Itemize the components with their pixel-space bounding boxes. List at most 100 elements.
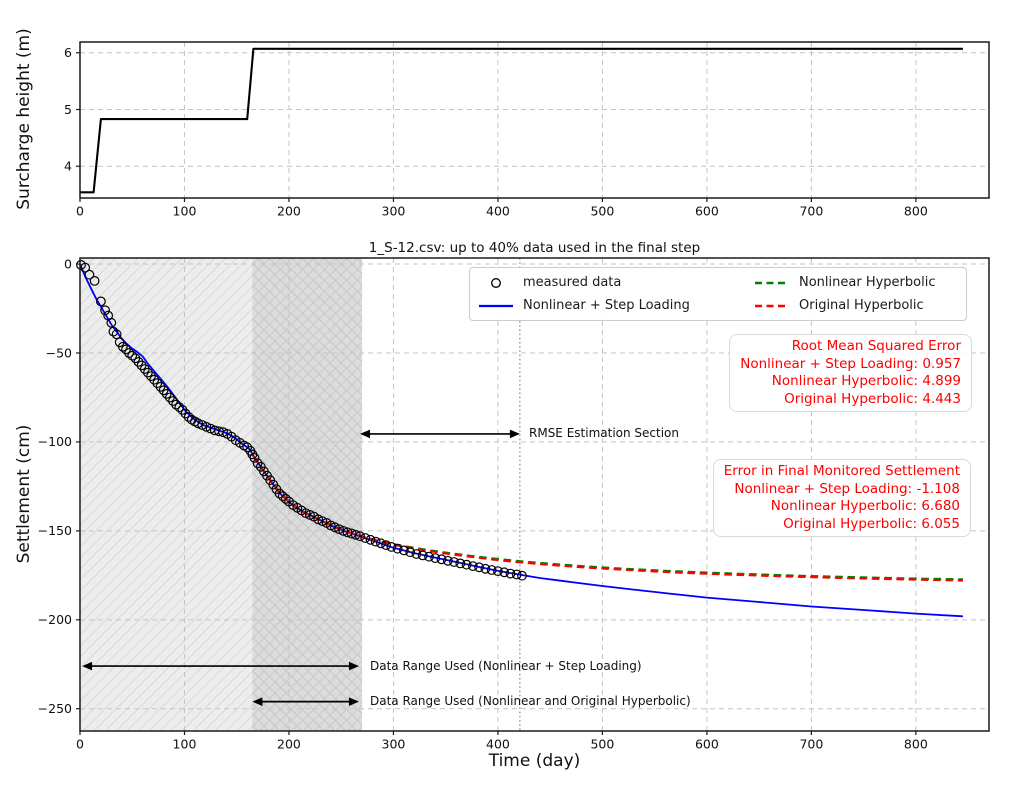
data-point-marker — [424, 551, 434, 562]
tick-marks — [76, 263, 917, 735]
x-tick-label: 800 — [904, 737, 928, 752]
gridlines — [79, 258, 989, 731]
data-point-marker — [280, 494, 291, 504]
measured-data-points — [76, 260, 527, 581]
data-point-marker — [133, 357, 144, 367]
x-tick-label: 600 — [695, 204, 719, 219]
x-tick-label: 700 — [799, 204, 823, 219]
data-point-marker — [474, 562, 485, 573]
data-point-marker — [161, 389, 172, 399]
data-point-marker — [493, 566, 503, 576]
legend-item-step-loading: Nonlinear + Step Loading — [478, 294, 754, 317]
y-tick-label: 4 — [64, 159, 72, 174]
data-point-marker — [449, 557, 459, 567]
x-tick-label: 700 — [799, 737, 823, 752]
data-point-marker — [461, 559, 472, 570]
data-point-marker — [505, 568, 516, 579]
data-point-marker — [430, 553, 441, 563]
axes-settlement: 0 100 200 300 400 500 600 700 800 0 −50 −100 −150 −20… — [38, 256, 990, 752]
rmse-box-line: Nonlinear Hyperbolic: 4.899 — [771, 373, 961, 390]
legend-label: measured data — [523, 275, 622, 290]
y-tick-label: −250 — [38, 701, 72, 716]
annotation-arrow — [82, 661, 359, 671]
data-point-marker — [218, 427, 229, 438]
data-point-marker — [84, 269, 95, 280]
data-point-marker — [108, 326, 119, 337]
annotation-arrow — [252, 697, 359, 706]
data-point-marker — [174, 402, 185, 413]
data-point-marker — [511, 569, 522, 580]
x-tick-label: 100 — [173, 737, 197, 752]
x-tick-label: 800 — [904, 204, 928, 219]
data-point-marker — [486, 565, 497, 575]
x-tick-label: 500 — [590, 737, 614, 752]
annotation-arrow — [360, 429, 520, 439]
time-x-axis-label: Time (day) — [488, 751, 581, 771]
data-point-marker — [350, 529, 361, 540]
rmse-box-line: Original Hyperbolic: 4.443 — [784, 390, 961, 407]
data-point-marker — [249, 453, 260, 463]
surcharge-height-line — [80, 47, 963, 194]
data-point-marker — [399, 545, 409, 556]
x-tick-label: 400 — [486, 204, 510, 219]
axes-spines — [79, 41, 990, 199]
legend-label: Original Hyperbolic — [799, 298, 924, 313]
final-error-box-line: Nonlinear + Step Loading: -1.108 — [734, 480, 960, 497]
data-point-marker — [370, 536, 381, 547]
data-point-marker — [517, 570, 527, 581]
surcharge-y-axis-label: Surcharge height (m) — [14, 28, 34, 210]
y-tick-label: 0 — [64, 256, 72, 271]
x-tick-label: 200 — [277, 204, 301, 219]
data-point-marker — [142, 367, 153, 378]
tick-labels: 0 100 200 300 400 500 600 700 800 0 −50 −100 −150 −20… — [38, 256, 928, 751]
x-tick-label: 0 — [76, 737, 84, 752]
final-settlement-error-box: Error in Final Monitored Settlement Nonl… — [712, 459, 971, 538]
data-point-marker — [252, 458, 263, 469]
rmse-box-line: Nonlinear + Step Loading: 0.957 — [740, 355, 961, 372]
hyperbolic-fit-range-hatch — [252, 258, 363, 731]
data-point-marker — [386, 542, 397, 552]
data-point-marker — [136, 360, 147, 371]
y-tick-label: −50 — [46, 345, 72, 360]
data-point-marker — [442, 555, 453, 566]
data-point-marker — [405, 547, 416, 558]
data-point-marker — [411, 549, 422, 559]
x-tick-label: 0 — [76, 204, 84, 219]
rmse-box-title: Root Mean Squared Error — [791, 338, 961, 354]
x-tick-label: 200 — [277, 737, 301, 752]
data-point-marker — [365, 534, 376, 545]
x-tick-label: 600 — [695, 737, 719, 752]
tick-marks — [76, 52, 917, 202]
y-tick-label: −100 — [38, 434, 72, 449]
data-point-marker — [499, 567, 510, 578]
x-tick-label: 100 — [173, 204, 197, 219]
data-point-marker — [100, 305, 110, 316]
final-error-box-title: Error in Final Monitored Settlement — [723, 463, 960, 479]
chart-title: 1_S-12.csv: up to 40% data used in the f… — [368, 240, 701, 256]
step-loading-range-annotation-label: Data Range Used (Nonlinear + Step Loadin… — [370, 659, 642, 673]
gridlines — [79, 42, 989, 198]
data-point-marker — [171, 399, 182, 410]
x-tick-label: 500 — [590, 204, 614, 219]
data-point-marker — [155, 381, 166, 392]
y-tick-label: −200 — [38, 612, 72, 627]
data-point-marker — [152, 378, 163, 389]
data-point-marker — [80, 262, 91, 273]
data-point-marker — [436, 554, 447, 565]
final-error-box-line: Original Hyperbolic: 6.055 — [783, 515, 960, 532]
data-point-marker — [274, 488, 285, 499]
data-point-marker — [95, 296, 106, 307]
data-point-marker — [468, 561, 478, 571]
legend-item-nonlinear-hyperbolic: Nonlinear Hyperbolic — [754, 271, 958, 294]
circle-marker-icon — [478, 277, 514, 289]
solid-line-marker-icon — [478, 300, 514, 312]
hyperbolic-range-annotation-label: Data Range Used (Nonlinear and Original … — [370, 694, 691, 708]
data-point-marker — [376, 538, 386, 549]
data-point-marker — [417, 550, 428, 561]
data-point-marker — [149, 374, 160, 385]
data-point-marker — [355, 531, 365, 542]
data-point-marker — [117, 341, 128, 352]
legend-item-original-hyperbolic: Original Hyperbolic — [754, 294, 958, 317]
legend-label: Nonlinear Hyperbolic — [799, 275, 936, 290]
